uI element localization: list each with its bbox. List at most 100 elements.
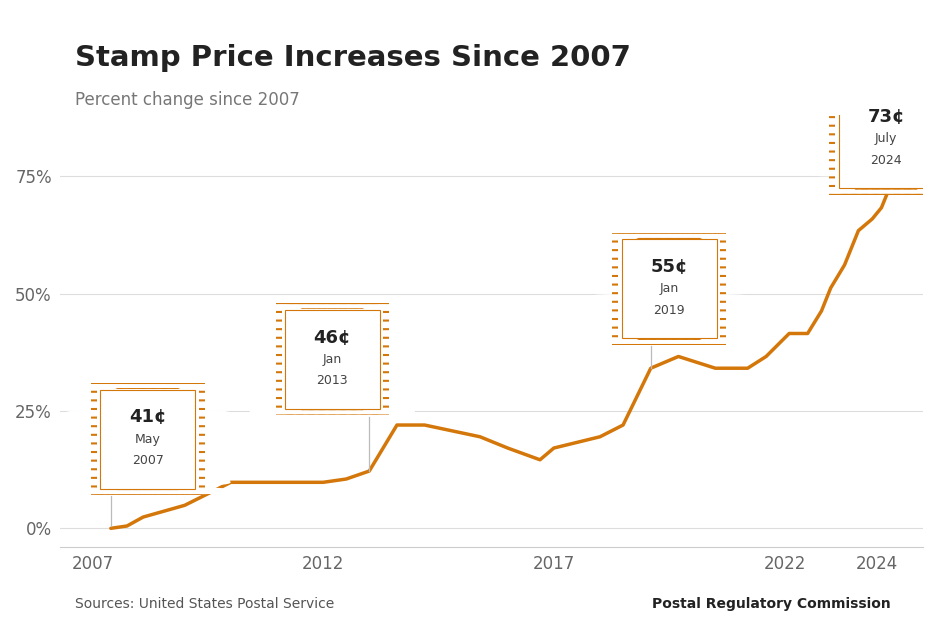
Circle shape — [804, 188, 855, 193]
Circle shape — [179, 402, 230, 408]
Circle shape — [135, 491, 160, 493]
Circle shape — [625, 341, 650, 343]
Circle shape — [298, 305, 324, 307]
Bar — [100, 389, 195, 489]
Circle shape — [309, 411, 335, 414]
Circle shape — [250, 322, 301, 327]
Circle shape — [917, 162, 938, 167]
Circle shape — [804, 119, 855, 124]
Circle shape — [709, 341, 735, 343]
Bar — [618, 239, 720, 339]
Circle shape — [364, 331, 415, 336]
Circle shape — [124, 491, 150, 493]
Circle shape — [905, 190, 930, 193]
Circle shape — [645, 341, 672, 343]
Circle shape — [364, 339, 415, 345]
Circle shape — [804, 170, 855, 176]
Circle shape — [179, 488, 230, 493]
Circle shape — [66, 385, 116, 390]
Circle shape — [320, 305, 345, 307]
Text: Postal Regulatory Commission: Postal Regulatory Commission — [652, 597, 891, 612]
Circle shape — [917, 179, 938, 184]
Circle shape — [926, 85, 938, 87]
Circle shape — [625, 235, 650, 237]
Circle shape — [587, 244, 638, 249]
Circle shape — [250, 382, 301, 387]
Circle shape — [277, 411, 303, 414]
Circle shape — [82, 491, 108, 493]
Text: 46¢: 46¢ — [313, 329, 351, 347]
Circle shape — [92, 491, 118, 493]
Bar — [613, 233, 726, 345]
Circle shape — [699, 235, 724, 237]
Text: May: May — [135, 433, 160, 446]
Bar — [281, 309, 383, 409]
Circle shape — [701, 278, 751, 283]
Circle shape — [841, 85, 867, 87]
Circle shape — [330, 305, 356, 307]
Circle shape — [831, 85, 856, 87]
Circle shape — [603, 235, 629, 237]
Circle shape — [330, 411, 356, 414]
Circle shape — [701, 329, 751, 334]
Circle shape — [804, 101, 855, 107]
Circle shape — [895, 190, 920, 193]
Bar — [839, 89, 933, 188]
Circle shape — [340, 305, 367, 307]
Circle shape — [179, 480, 230, 485]
Circle shape — [701, 312, 751, 317]
Circle shape — [266, 305, 293, 307]
Circle shape — [250, 366, 301, 371]
Circle shape — [66, 419, 116, 424]
Text: 2019: 2019 — [654, 304, 685, 317]
Circle shape — [884, 190, 910, 193]
Circle shape — [66, 411, 116, 416]
Circle shape — [667, 235, 693, 237]
Circle shape — [701, 338, 751, 343]
Circle shape — [250, 339, 301, 345]
Circle shape — [587, 321, 638, 326]
Circle shape — [179, 436, 230, 442]
Circle shape — [587, 260, 638, 265]
Circle shape — [179, 471, 230, 476]
Circle shape — [66, 471, 116, 476]
Circle shape — [362, 411, 387, 414]
Circle shape — [66, 454, 116, 459]
Text: July: July — [875, 132, 898, 145]
Circle shape — [917, 153, 938, 158]
Text: Stamp Price Increases Since 2007: Stamp Price Increases Since 2007 — [75, 44, 631, 72]
Circle shape — [179, 411, 230, 416]
Circle shape — [587, 252, 638, 257]
Circle shape — [587, 269, 638, 274]
Circle shape — [362, 305, 387, 307]
Circle shape — [364, 366, 415, 371]
Circle shape — [804, 153, 855, 158]
Circle shape — [587, 304, 638, 309]
Text: 2007: 2007 — [132, 454, 164, 468]
Circle shape — [250, 391, 301, 396]
Circle shape — [364, 382, 415, 387]
Text: 41¢: 41¢ — [129, 408, 167, 426]
Circle shape — [804, 145, 855, 150]
Circle shape — [635, 341, 661, 343]
Circle shape — [863, 190, 888, 193]
Circle shape — [156, 385, 182, 387]
Circle shape — [188, 491, 214, 493]
Circle shape — [804, 136, 855, 141]
Circle shape — [145, 491, 172, 493]
Bar — [97, 389, 199, 490]
Circle shape — [179, 428, 230, 433]
Circle shape — [852, 85, 878, 87]
Circle shape — [103, 385, 129, 387]
Circle shape — [657, 341, 682, 343]
Circle shape — [113, 491, 140, 493]
Circle shape — [66, 428, 116, 433]
Circle shape — [804, 128, 855, 133]
Circle shape — [701, 321, 751, 326]
Circle shape — [364, 348, 415, 353]
Text: Jan: Jan — [659, 282, 679, 295]
Circle shape — [587, 338, 638, 343]
Circle shape — [645, 235, 672, 237]
Circle shape — [917, 145, 938, 150]
Circle shape — [135, 385, 160, 387]
